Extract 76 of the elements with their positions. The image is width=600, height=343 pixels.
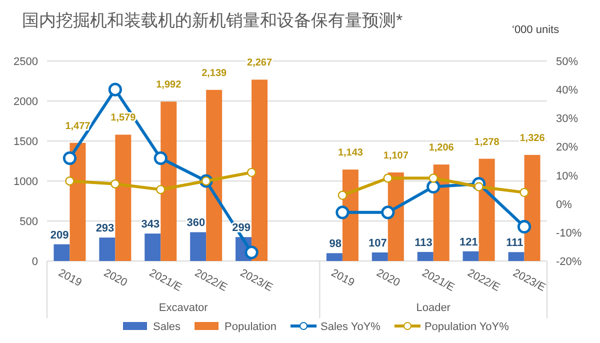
y-tick-label: 1500 (14, 136, 38, 148)
point (156, 184, 166, 194)
point (428, 174, 438, 183)
point (338, 190, 348, 200)
x-tick-label: 2020 (102, 267, 130, 290)
point (62, 151, 77, 165)
y2-tick-label: 20% (556, 142, 578, 154)
data-label: 1,992 (156, 80, 182, 91)
point (336, 206, 350, 220)
y2-tick-label: 30% (556, 113, 578, 126)
chart-title: 国内挖掘机和装载机的新机销量和设备保有量预测* (22, 11, 403, 30)
legend-label: Population YoY% (424, 321, 510, 333)
point (520, 188, 529, 198)
bar (417, 252, 434, 261)
text: ‘000 units (512, 24, 560, 36)
bar (99, 238, 116, 261)
data-label: 113 (414, 236, 432, 249)
point (108, 82, 122, 96)
bar (115, 134, 132, 261)
bar (524, 154, 540, 261)
y-tick-label: 2000 (14, 96, 38, 108)
bar (252, 80, 268, 261)
y2-tick-label: 10% (556, 170, 578, 182)
data-label: 1,143 (338, 148, 364, 159)
bar (144, 234, 161, 261)
point (381, 206, 395, 220)
legend-label: Sales YoY% (320, 321, 381, 333)
data-label: 98 (329, 238, 342, 250)
data-label: 1,477 (65, 120, 91, 132)
bar (462, 251, 479, 261)
bar (206, 90, 222, 261)
bar (326, 253, 342, 261)
point (383, 174, 393, 183)
bar (372, 252, 388, 261)
bar (478, 158, 495, 261)
x-tick-label: 2019 (56, 267, 84, 290)
point (244, 246, 258, 260)
data-label: 121 (459, 236, 478, 248)
bar (70, 142, 86, 261)
data-label: 209 (50, 229, 69, 242)
bar (190, 232, 206, 261)
y2-tick-label: 0% (556, 198, 572, 211)
data-label: 293 (96, 222, 114, 235)
data-label: 360 (186, 217, 206, 230)
data-label: 2,267 (247, 58, 272, 69)
data-label: 1,278 (474, 136, 500, 148)
x-tick-label: 2020 (374, 267, 402, 290)
legend-label: Sales (153, 321, 182, 333)
data-label: 1,107 (383, 150, 409, 162)
x-tick-label: 2019 (329, 267, 356, 290)
data-label: 1,326 (520, 132, 546, 144)
bar (508, 252, 524, 261)
y2-tick-label: 50% (556, 56, 578, 68)
data-label: 2,139 (202, 68, 228, 79)
point (110, 179, 120, 188)
y-tick-label: 500 (20, 216, 38, 228)
text: Loader (416, 302, 451, 314)
data-label: 111 (506, 237, 524, 250)
point (246, 168, 256, 178)
y2-tick-label: -20% (556, 256, 582, 268)
text: Excavator (158, 302, 208, 314)
bar (160, 102, 177, 261)
bar (54, 244, 70, 261)
y-tick-label: 1000 (14, 176, 38, 188)
point (154, 151, 168, 165)
point (65, 176, 74, 186)
point (426, 180, 440, 194)
y2-tick-label: -10% (556, 227, 582, 240)
data-label: 107 (368, 237, 387, 250)
y2-tick-label: 40% (556, 84, 578, 97)
y-tick-label: 2500 (14, 56, 38, 68)
legend-label: Population (224, 321, 277, 333)
point (517, 220, 532, 234)
data-label: 343 (141, 218, 160, 231)
y-tick-label: 0 (32, 256, 38, 268)
data-label: 1,206 (428, 142, 454, 154)
